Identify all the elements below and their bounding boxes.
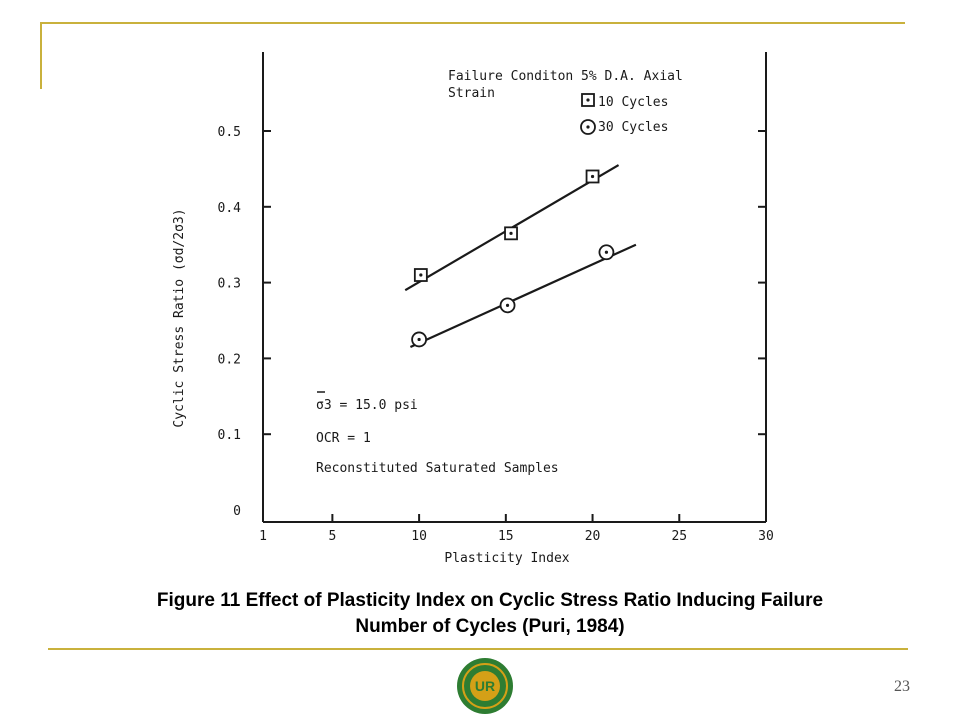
- x-tick-label: 15: [498, 529, 514, 544]
- y-tick-label: 0.1: [218, 428, 241, 443]
- marker-center-dot: [590, 174, 595, 179]
- y-tick-label: 0.5: [218, 125, 241, 140]
- marker-center-dot: [509, 231, 513, 235]
- series-10-cycles: [404, 164, 620, 292]
- marker-center-dot: [505, 303, 510, 307]
- legend-marker-30-cycles: [580, 119, 596, 135]
- data-point: [411, 331, 428, 348]
- data-point: [585, 169, 600, 184]
- data-point: [504, 226, 518, 241]
- logo-lettering: UR: [475, 678, 495, 694]
- y-axis-label: Cyclic Stress Ratio (σd/2σ3): [172, 208, 187, 427]
- data-point: [499, 297, 516, 314]
- legend-label-10-cycles: 10 Cycles: [598, 95, 668, 110]
- x-tick-label: 20: [585, 529, 601, 544]
- x-tick-label: 25: [671, 529, 687, 544]
- chart-legend: [580, 93, 596, 135]
- marker-center-dot: [419, 273, 423, 277]
- figure-caption: Figure 11 Effect of Plasticity Index on …: [60, 588, 920, 640]
- data-point: [598, 244, 615, 261]
- series-30-cycles: [409, 243, 637, 349]
- logo-inner-ring: [462, 663, 508, 709]
- caption-line-1: Figure 11 Effect of Plasticity Index on …: [156, 590, 824, 611]
- x-tick-label: 1: [259, 529, 267, 544]
- legend-marker-10-cycles: [581, 93, 595, 107]
- chart-series: [404, 164, 637, 349]
- page-number: 23: [894, 678, 910, 695]
- logo-center: [470, 671, 500, 701]
- sigma3-annotation: σ3 = 15.0 psi: [316, 391, 418, 413]
- legend-heading-line2: Strain: [448, 86, 495, 101]
- x-tick-label: 10: [411, 529, 427, 544]
- marker-center-dot: [604, 250, 609, 254]
- frame-bottom-rule: [48, 648, 908, 650]
- marker-center-dot: [417, 337, 421, 342]
- annotation-sigma3: σ3 = 15.0 psi: [316, 398, 418, 413]
- trend-line: [409, 243, 637, 349]
- y-tick-label: 0.3: [218, 277, 241, 292]
- y-tick-label: 0.4: [218, 201, 242, 216]
- y-tick-label: 0: [233, 504, 241, 519]
- caption-line-2: Number of Cycles (Puri, 1984): [355, 616, 625, 637]
- marker-center-dot: [586, 98, 590, 102]
- data-point: [413, 268, 428, 282]
- marker-center-dot: [586, 125, 590, 129]
- x-tick-label: 5: [328, 529, 336, 544]
- frame-left-rule: [40, 22, 42, 89]
- university-seal-logo: UR: [457, 658, 513, 714]
- annotation-samples: Reconstituted Saturated Samples: [316, 461, 559, 476]
- frame-top-rule: [40, 22, 905, 24]
- x-tick-label: 30: [758, 529, 774, 544]
- y-tick-label: 0.2: [218, 352, 241, 367]
- chart-axes: [262, 52, 767, 523]
- legend-label-30-cycles: 30 Cycles: [598, 120, 668, 135]
- x-axis-label: Plasticity Index: [444, 551, 569, 566]
- legend-heading-line1: Failure Conditon 5% D.A. Axial: [448, 69, 683, 84]
- annotation-ocr: OCR = 1: [316, 431, 371, 446]
